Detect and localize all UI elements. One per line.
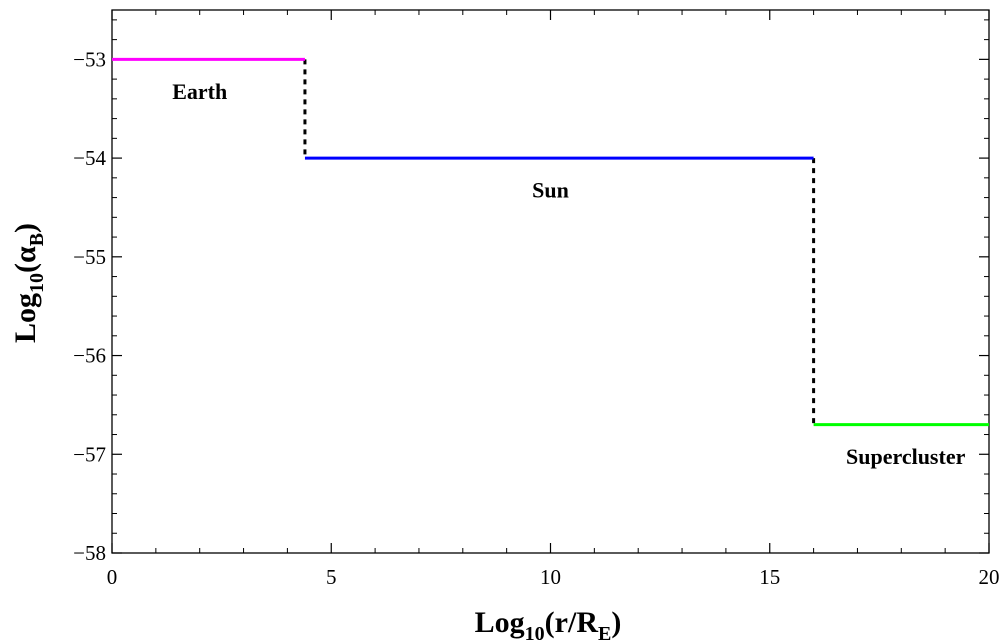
y-axis-title: Log10(αB): [9, 223, 48, 343]
x-tick-label: 20: [979, 565, 1000, 589]
y-axis-title-sub: 10: [26, 273, 48, 293]
x-axis-title-sub: 10: [525, 623, 545, 641]
x-axis-title: Log10(r/RE): [475, 606, 622, 641]
x-tick-label: 10: [540, 565, 561, 589]
x-axis-title-sub2: E: [598, 623, 611, 641]
connectors: [303, 59, 816, 425]
y-tick-label: −57: [73, 442, 106, 466]
x-tick-label: 5: [326, 565, 337, 589]
x-axis-title-end: ): [611, 606, 621, 639]
y-tick-label: −53: [73, 47, 106, 71]
y-tick-label: −56: [73, 344, 106, 368]
x-tick-label: 0: [107, 565, 118, 589]
y-axis-title-rest: (α: [9, 246, 42, 273]
annotation-label: Earth: [172, 79, 227, 104]
y-axis-title-end: ): [9, 223, 42, 233]
tick-labels: 0 5 10 15 20 −53 −54 −55 −56 −57 −58: [73, 47, 999, 589]
x-tick-label: 15: [759, 565, 780, 589]
minor-ticks: [112, 10, 989, 553]
major-ticks: [111, 10, 990, 554]
y-tick-label: −54: [73, 146, 106, 170]
y-tick-label: −58: [73, 541, 106, 565]
x-axis-title-main: Log: [475, 606, 525, 639]
x-axis-title-rest: (r/R: [545, 606, 599, 639]
annotations: Earth Sun Supercluster: [172, 79, 965, 469]
annotation-label: Supercluster: [846, 444, 966, 469]
plot-frame: [111, 9, 990, 554]
data-segments: [112, 57, 989, 427]
y-axis-title-main: Log: [9, 293, 42, 343]
y-axis-title-sub2: B: [26, 233, 48, 246]
y-tick-label: −55: [73, 245, 106, 269]
annotation-label: Sun: [532, 178, 569, 203]
